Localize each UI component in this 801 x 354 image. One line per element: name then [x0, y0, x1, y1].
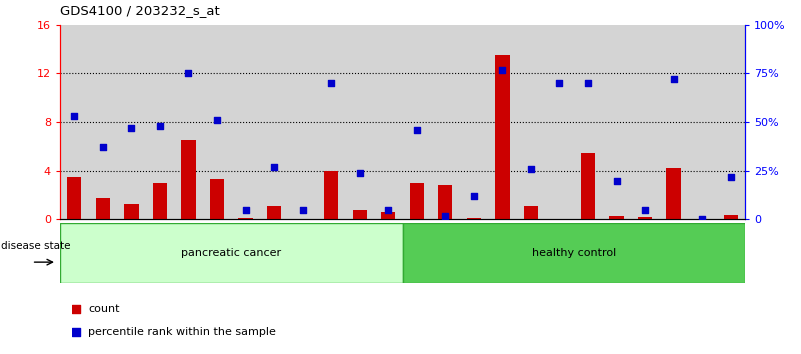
Bar — [723, 215, 738, 219]
Text: percentile rank within the sample: percentile rank within the sample — [88, 327, 276, 337]
Bar — [267, 206, 281, 219]
Bar — [89, 25, 117, 219]
Bar — [288, 25, 317, 219]
Bar — [517, 25, 545, 219]
Bar — [317, 25, 345, 219]
Bar — [117, 25, 146, 219]
Bar — [431, 25, 460, 219]
Point — [96, 144, 109, 150]
Point — [70, 329, 83, 335]
Bar — [374, 25, 402, 219]
Bar — [524, 206, 538, 219]
Point — [410, 127, 423, 133]
Bar — [96, 198, 110, 219]
Point — [268, 164, 280, 170]
Point — [468, 193, 481, 199]
Bar — [174, 25, 203, 219]
Text: pancreatic cancer: pancreatic cancer — [181, 248, 281, 258]
Bar — [495, 55, 509, 219]
Bar — [67, 177, 82, 219]
Point — [296, 207, 309, 212]
Point — [68, 113, 81, 119]
Point — [239, 207, 252, 212]
Bar — [146, 25, 174, 219]
Point — [353, 170, 366, 176]
Bar — [467, 218, 481, 219]
Point — [610, 178, 623, 183]
Bar — [574, 25, 602, 219]
Bar — [610, 216, 624, 219]
Bar — [239, 218, 252, 219]
Bar — [460, 25, 488, 219]
Text: disease state: disease state — [1, 241, 70, 251]
Point — [154, 123, 167, 129]
Bar — [488, 25, 517, 219]
Bar — [581, 153, 595, 219]
Point — [324, 80, 337, 86]
Point — [439, 213, 452, 218]
Bar — [60, 223, 403, 283]
Point — [696, 217, 709, 222]
Text: GDS4100 / 203232_s_at: GDS4100 / 203232_s_at — [60, 4, 219, 17]
Bar — [638, 217, 652, 219]
Point — [667, 76, 680, 82]
Point — [496, 67, 509, 72]
Point — [382, 207, 395, 212]
Bar — [688, 25, 716, 219]
Bar — [403, 223, 745, 283]
Bar — [381, 212, 396, 219]
Text: count: count — [88, 304, 119, 314]
Bar — [203, 25, 231, 219]
Point — [211, 118, 223, 123]
Bar — [210, 179, 224, 219]
Bar — [231, 25, 260, 219]
Bar — [409, 183, 424, 219]
Text: healthy control: healthy control — [532, 248, 616, 258]
Bar — [630, 25, 659, 219]
Bar — [402, 25, 431, 219]
Point — [70, 306, 83, 312]
Bar — [545, 25, 574, 219]
Bar — [666, 169, 681, 219]
Point — [638, 207, 651, 212]
Point — [724, 174, 737, 179]
Point — [525, 166, 537, 172]
Point — [182, 70, 195, 76]
Bar — [602, 25, 630, 219]
Point — [582, 80, 594, 86]
Bar — [153, 183, 167, 219]
Bar — [438, 185, 453, 219]
Bar — [60, 25, 89, 219]
Bar — [716, 25, 745, 219]
Bar — [124, 204, 139, 219]
Bar — [352, 210, 367, 219]
Point — [125, 125, 138, 131]
Bar — [260, 25, 288, 219]
Bar — [181, 141, 195, 219]
Bar — [324, 171, 338, 219]
Point — [553, 80, 566, 86]
Bar — [659, 25, 688, 219]
Bar — [345, 25, 374, 219]
